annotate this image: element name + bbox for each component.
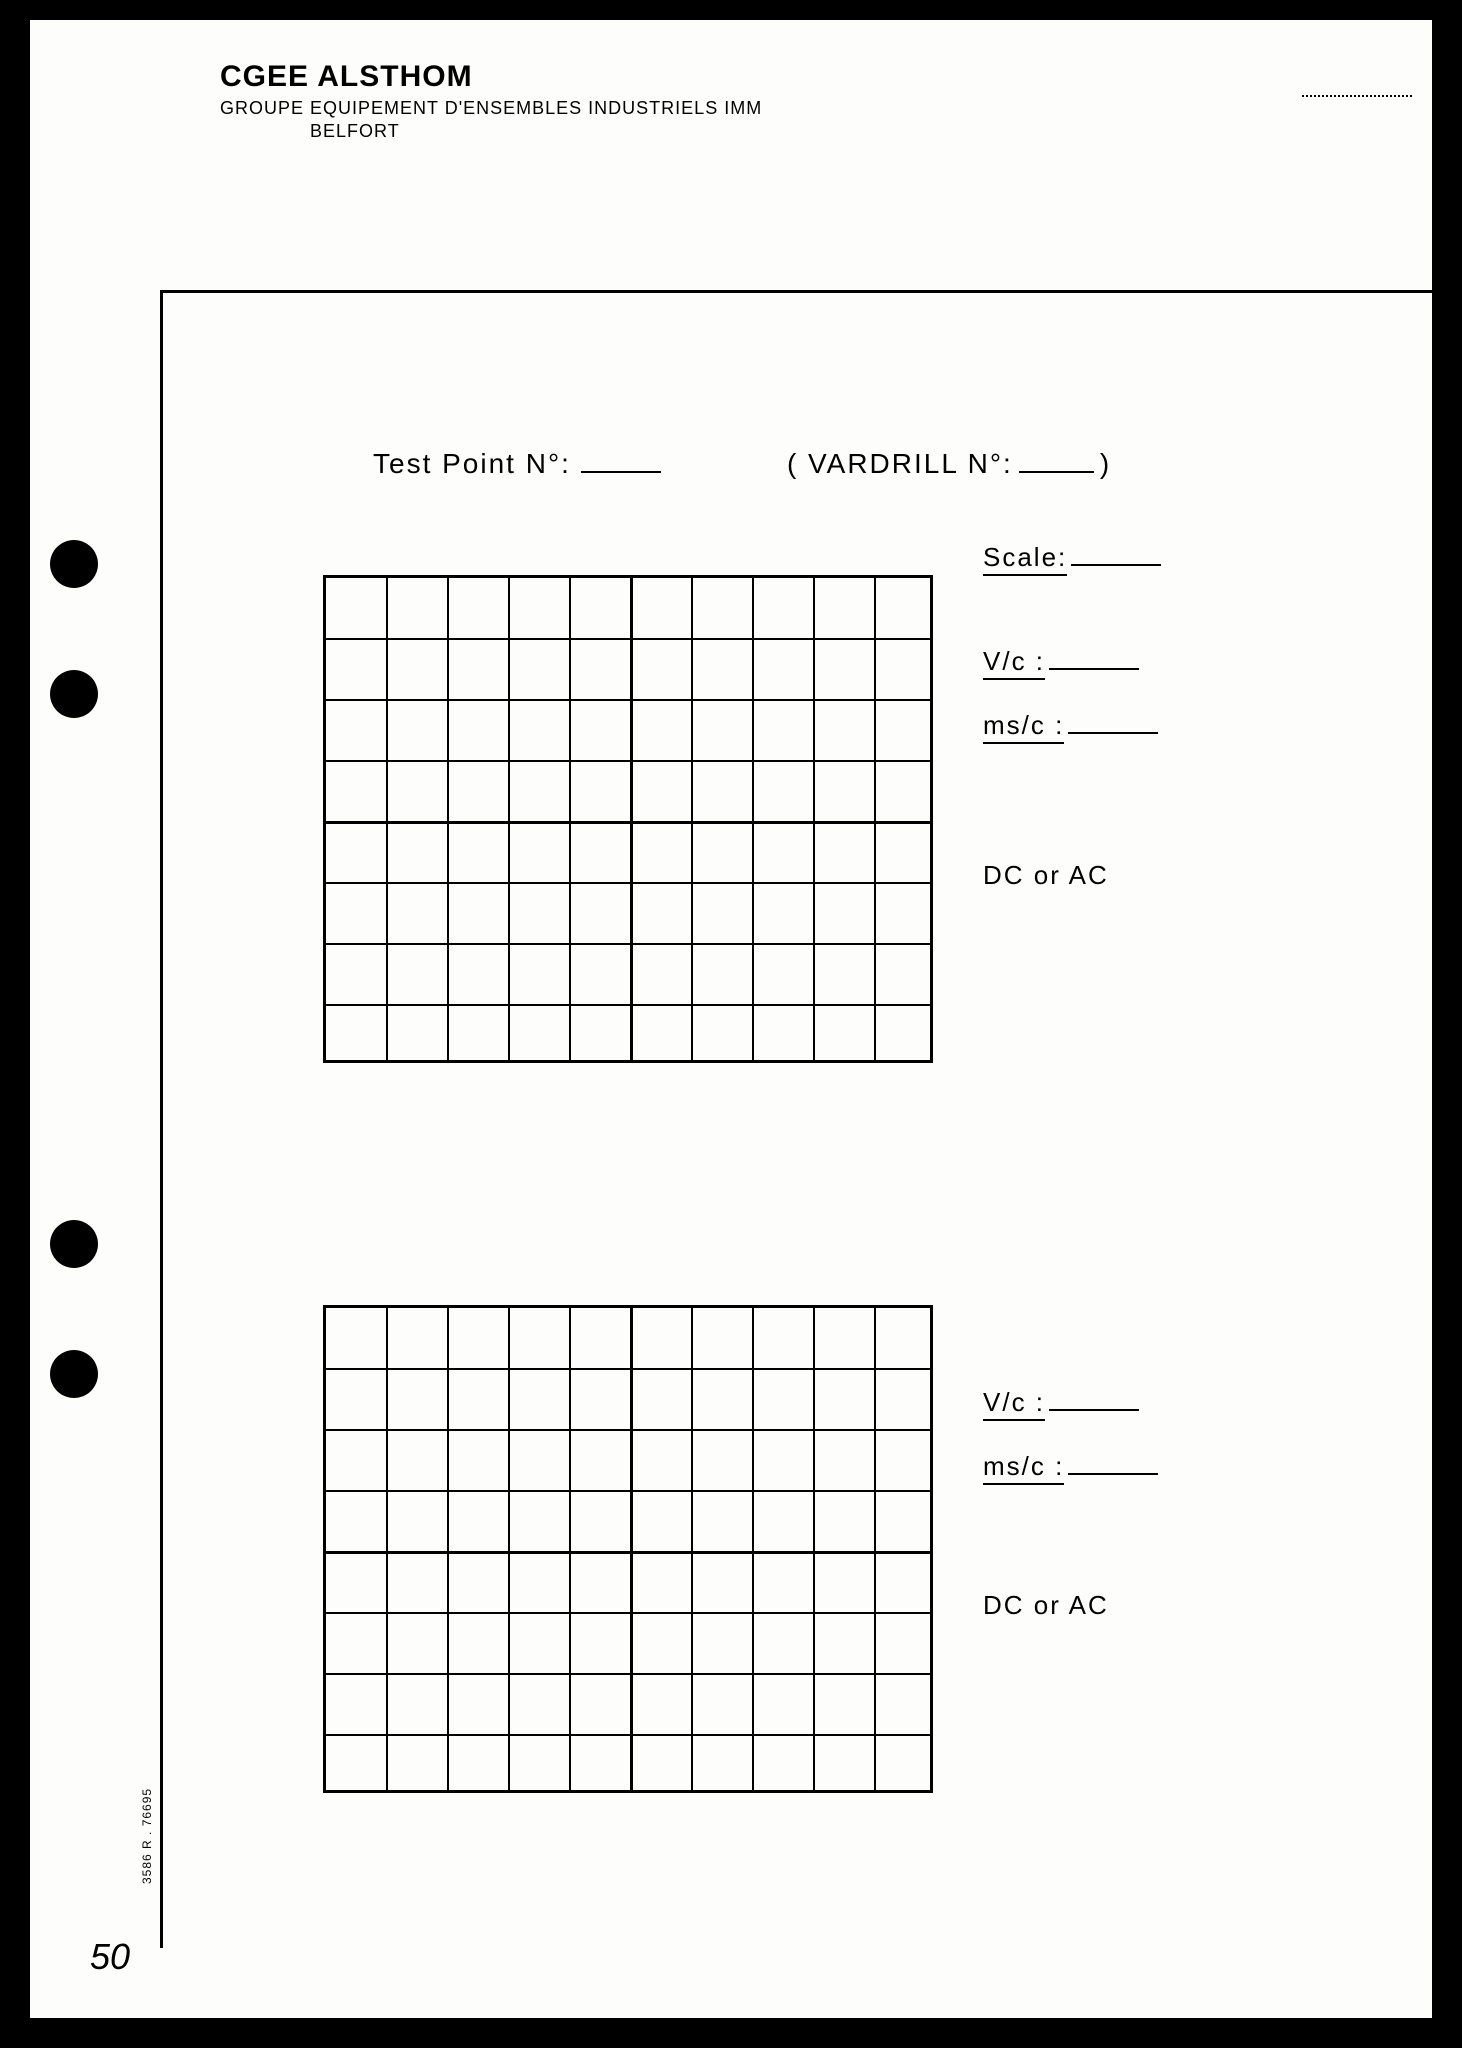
msc-label-1: ms/c : — [983, 710, 1064, 744]
punch-hole — [50, 1220, 98, 1268]
city-line: BELFORT — [310, 121, 762, 142]
page-number: 50 — [90, 1936, 130, 1978]
side-labels-2: V/c : ms/c : — [983, 1385, 1158, 1513]
department-line: GROUPE EQUIPEMENT D'ENSEMBLES INDUSTRIEL… — [220, 98, 762, 119]
punch-hole — [50, 1350, 98, 1398]
dc-ac-label-1: DC or AC — [983, 860, 1109, 891]
punch-hole — [50, 540, 98, 588]
vardrill-open: ( VARDRILL N°: — [787, 448, 1013, 480]
form-print-code: 3586 R . 76695 — [140, 1788, 154, 1884]
vc-label-2: V/c : — [983, 1387, 1045, 1421]
vc-label-1: V/c : — [983, 646, 1045, 680]
dotted-rule — [1302, 95, 1412, 97]
msc-label-2: ms/c : — [983, 1451, 1064, 1485]
title-row: Test Point N°: ( VARDRILL N°: ) — [373, 445, 1392, 480]
oscilloscope-grid-2 — [323, 1305, 933, 1793]
dc-ac-label-2: DC or AC — [983, 1590, 1109, 1621]
vc-blank-2 — [1049, 1385, 1139, 1411]
page: CGEE ALSTHOM GROUPE EQUIPEMENT D'ENSEMBL… — [30, 20, 1432, 2018]
msc-blank-1 — [1068, 708, 1158, 734]
test-point-label: Test Point N°: — [373, 448, 571, 480]
side-labels-1: Scale: V/c : ms/c : — [983, 540, 1161, 772]
oscilloscope-grid-1 — [323, 575, 933, 1063]
scale-label: Scale: — [983, 542, 1067, 576]
msc-blank-2 — [1068, 1449, 1158, 1475]
vardrill-close: ) — [1100, 448, 1111, 480]
scale-blank — [1071, 540, 1161, 566]
vardrill-blank — [1019, 445, 1094, 473]
test-point-blank — [581, 445, 661, 473]
letterhead: CGEE ALSTHOM GROUPE EQUIPEMENT D'ENSEMBL… — [220, 60, 762, 142]
vc-blank-1 — [1049, 644, 1139, 670]
punch-hole — [50, 670, 98, 718]
company-name: CGEE ALSTHOM — [220, 60, 762, 94]
content-area: Test Point N°: ( VARDRILL N°: ) Scale: V… — [163, 290, 1432, 1948]
